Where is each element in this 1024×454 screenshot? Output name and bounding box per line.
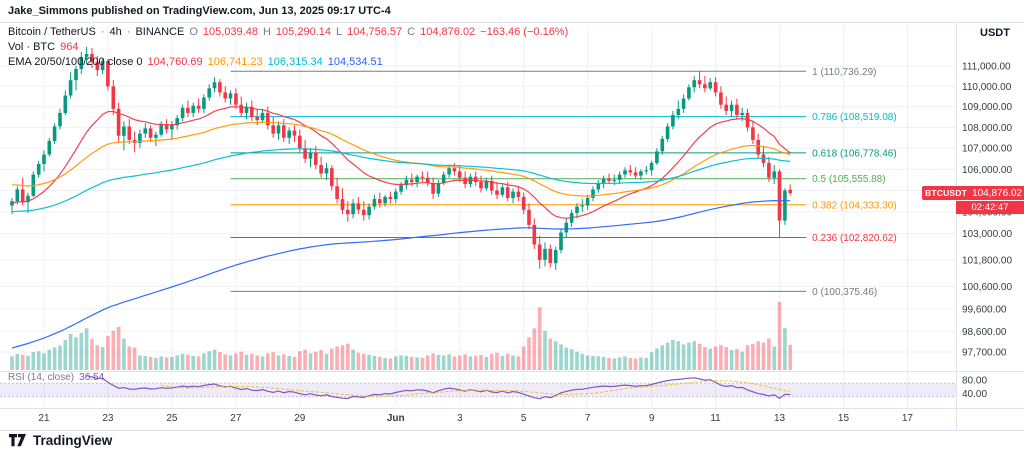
svg-text:9: 9 [649,413,655,424]
legend-segment: O [189,26,198,38]
legend-segment: EMA 20/50/100/200 close 0 [8,56,143,68]
legend-segment: 105,290.14 [275,26,331,38]
svg-text:40.00: 40.00 [962,389,987,400]
svg-text:13: 13 [774,413,786,424]
legend-segment: 4h [109,26,122,38]
svg-text:1 (110,736.29): 1 (110,736.29) [812,67,876,78]
svg-text:0.5 (105,555.88): 0.5 (105,555.88) [812,174,885,185]
svg-text:23: 23 [102,413,114,424]
svg-text:100,600.00: 100,600.00 [962,282,1012,293]
legend-segment: H [262,26,271,38]
legend-segment: −163.46 (−0.16%) [480,26,569,38]
candles-layer [10,46,792,270]
legend-segment: 104,534.51 [327,56,383,68]
svg-text:0.618 (106,778.46): 0.618 (106,778.46) [812,148,897,159]
svg-text:80.00: 80.00 [962,375,987,386]
grid-layer [0,26,956,407]
publish-info: Jake_Simmons published on TradingView.co… [8,5,391,17]
svg-text:99,600.00: 99,600.00 [962,304,1007,315]
legend-segment: 104,756.57 [347,26,403,38]
legend-segment: · [100,26,105,38]
svg-text:108,000.00: 108,000.00 [962,123,1012,134]
legend-segment: · [126,26,131,38]
svg-text:0 (100,375.46): 0 (100,375.46) [812,287,877,298]
legend-segment: Vol · BTC [8,41,56,53]
tradingview-logo-icon[interactable] [8,433,27,448]
svg-text:106,000.00: 106,000.00 [962,165,1012,176]
svg-text:17: 17 [902,413,914,424]
volume-layer [10,302,792,370]
svg-text:110,000.00: 110,000.00 [962,82,1012,93]
separator-layer [0,22,1024,431]
svg-text:29: 29 [294,413,306,424]
svg-text:5: 5 [521,413,527,424]
legend-segment: 36.54 [79,372,105,383]
legend-segment: RSI (14, close) [8,372,75,383]
svg-text:25: 25 [166,413,178,424]
price-badge-row: BTCUSDT 104,876.02 [922,186,1024,200]
ema-legend-row[interactable]: EMA 20/50/100/200 close 0 104,760.69 106,7… [8,55,573,70]
svg-text:0.236 (102,820.62): 0.236 (102,820.62) [812,233,897,244]
svg-text:107,000.00: 107,000.00 [962,144,1012,155]
rsi-legend-row[interactable]: RSI (14, close) 36.54 [8,372,109,383]
svg-text:21: 21 [38,413,50,424]
svg-text:97,700.00: 97,700.00 [962,347,1007,358]
legend-segment: 105,039.48 [202,26,258,38]
legend-segment: Bitcoin / TetherUS [8,26,96,38]
legend-segment: C [407,26,416,38]
tradingview-brand[interactable]: TradingView [33,433,113,448]
svg-text:101,800.00: 101,800.00 [962,255,1012,266]
svg-text:Jun: Jun [387,413,405,424]
legend-segment: 106,741.23 [207,56,263,68]
legend-segment: L [335,26,343,38]
svg-text:27: 27 [230,413,242,424]
svg-text:0.786 (108,519.08): 0.786 (108,519.08) [812,112,897,123]
rsi-layer [86,374,791,400]
svg-text:103,000.00: 103,000.00 [962,229,1012,240]
price-scale-currency: USDT [980,27,1010,39]
price-badge-symbol: BTCUSDT [925,188,968,198]
footer: TradingView [8,433,112,448]
svg-text:11: 11 [710,413,721,424]
chart-legend: Bitcoin / TetherUS · 4h · BINANCE O 105,039.48… [8,25,573,70]
svg-text:3: 3 [457,413,463,424]
svg-text:0.382 (104,333.30): 0.382 (104,333.30) [812,200,897,211]
volume-legend-row[interactable]: Vol · BTC 964 [8,40,573,55]
svg-text:15: 15 [838,413,850,424]
legend-segment: 104,760.69 [147,56,203,68]
symbol-legend-row[interactable]: Bitcoin / TetherUS · 4h · BINANCE O 105,039.48… [8,25,573,40]
ema-layer [11,106,791,349]
svg-text:98,600.00: 98,600.00 [962,327,1007,338]
legend-segment: 964 [60,41,79,53]
svg-text:109,000.00: 109,000.00 [962,102,1012,113]
svg-text:7: 7 [585,413,591,424]
current-price-badge: BTCUSDT 104,876.02 02:42:47 [922,186,1024,214]
legend-segment: 106,315.34 [267,56,323,68]
svg-text:111,000.00: 111,000.00 [962,62,1011,73]
legend-segment: BINANCE [135,26,185,38]
price-badge-countdown: 02:42:47 [956,201,1024,214]
price-badge-price: 104,876.02 [972,187,1023,199]
fib-retracement-layer: 1 (110,736.29) 0.786 (108,519.08) 0.618 (1… [230,67,897,298]
legend-segment: 104,876.02 [420,26,476,38]
